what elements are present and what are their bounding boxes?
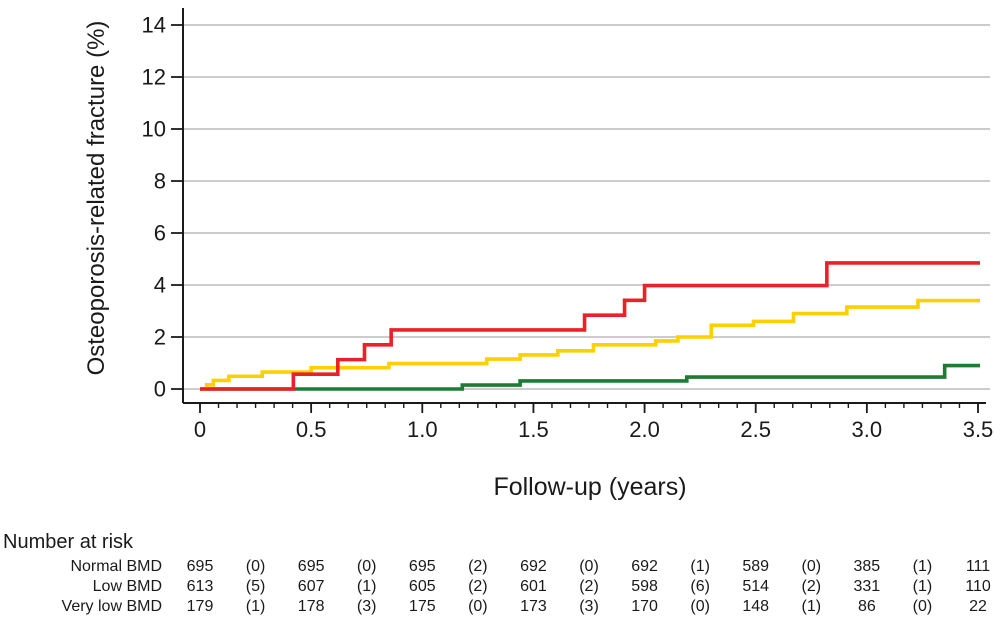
risk-count: 598 [631,578,658,595]
y-tick-label-4: 4 [154,273,166,298]
risk-table-title: Number at risk [3,531,134,553]
risk-count: 605 [408,578,436,595]
y-tick-label-0: 0 [154,377,166,402]
y-tick-label-12: 12 [142,65,166,90]
risk-count: 695 [297,558,325,575]
risk-events: (0) [690,598,710,615]
x-tick-label-2.0: 2.0 [629,417,660,442]
x-tick-label-1.5: 1.5 [518,417,549,442]
risk-events: (3) [356,598,377,615]
series-line-low-bmd [200,298,980,391]
risk-row-very-low-bmd: Very low BMD 179 (1) 178 (3) 175 (0) 173 (3) 170 (… [0,598,1000,617]
risk-events: (1) [245,598,266,615]
x-tick-label-0.5: 0.5 [296,417,327,442]
risk-count: 613 [186,578,214,595]
risk-row-normal-bmd: Normal BMD 695 (0) 695 (0) 695 (2) 692 (0) 692 (1)… [0,558,1000,577]
series-line-very-low-bmd [200,261,980,391]
risk-count: 179 [186,598,214,615]
risk-count: 695 [408,558,436,575]
y-tick-label-6: 6 [154,221,166,246]
risk-events: (0) [468,598,488,615]
risk-row-label: Low BMD [92,578,162,595]
risk-events: (0) [356,558,377,575]
risk-count: 589 [742,558,770,575]
risk-events: (1) [690,558,710,575]
chart-canvas: 0 2 4 6 8 10 12 14 0 0.5 1.0 1.5 2.0 2.5 3.0 3.5 [142,8,994,442]
risk-events: (1) [912,578,933,595]
risk-count: 331 [853,578,881,595]
risk-count: 514 [742,578,770,595]
risk-events: (3) [579,598,599,615]
risk-count: 111 [965,558,991,575]
y-tick-label-2: 2 [154,325,166,350]
risk-events: (1) [801,598,822,615]
y-axis-title: Osteoporosis-related fracture (%) [83,20,110,376]
risk-count: 86 [857,598,876,615]
risk-events: (0) [801,558,822,575]
series-line-normal-bmd [200,363,980,391]
risk-events: (0) [912,598,933,615]
y-tick-label-14: 14 [142,13,166,38]
y-tick-label-10: 10 [142,117,166,142]
risk-events: (0) [579,558,599,575]
risk-count: 692 [631,558,658,575]
risk-events: (6) [690,578,710,595]
risk-row-label: Normal BMD [70,558,162,575]
risk-events: (1) [356,578,377,595]
risk-count: 170 [631,598,658,615]
risk-events: (0) [245,558,266,575]
risk-count: 601 [520,578,547,595]
risk-events: (2) [468,558,488,575]
risk-count: 692 [520,558,547,575]
risk-events: (5) [245,578,266,595]
risk-count: 173 [520,598,547,615]
risk-count: 695 [186,558,214,575]
x-tick-label-0: 0 [194,417,206,442]
risk-events: (1) [912,558,933,575]
risk-events: (2) [801,578,822,595]
y-tick-label-8: 8 [154,169,166,194]
risk-count: 607 [297,578,325,595]
x-tick-label-3.5: 3.5 [963,417,994,442]
risk-row-low-bmd: Low BMD 613 (5) 607 (1) 605 (2) 601 (2) 598 (6) 514… [0,578,1000,597]
x-tick-label-2.5: 2.5 [740,417,771,442]
risk-count: 175 [408,598,436,615]
risk-count: 22 [969,598,987,615]
risk-events: (2) [579,578,599,595]
risk-row-label: Very low BMD [61,598,162,615]
risk-events: (2) [468,578,488,595]
risk-count: 178 [297,598,325,615]
x-tick-label-1.0: 1.0 [407,417,438,442]
risk-count: 110 [965,578,991,595]
x-tick-label-3.0: 3.0 [852,417,883,442]
risk-count: 148 [742,598,770,615]
x-axis-title: Follow-up (years) [493,473,687,501]
risk-count: 385 [853,558,881,575]
